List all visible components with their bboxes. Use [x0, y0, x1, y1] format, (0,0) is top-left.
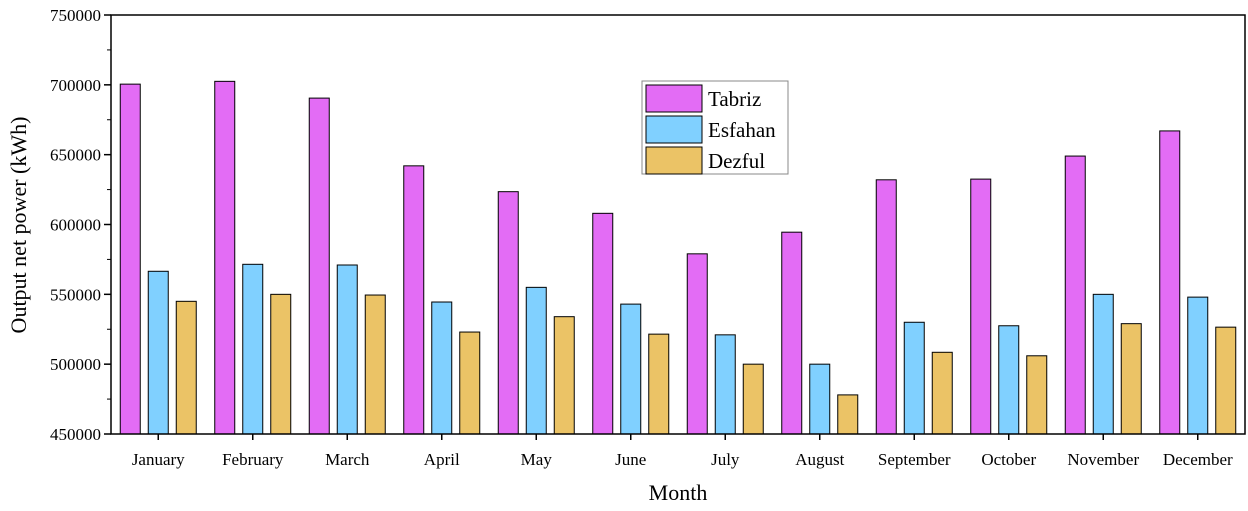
- legend-label: Esfahan: [708, 118, 776, 142]
- bar: [781, 231, 803, 435]
- bar: [970, 178, 992, 435]
- bar: [497, 191, 519, 435]
- bar: [648, 333, 670, 435]
- bar: [1215, 326, 1237, 435]
- bar: [592, 212, 614, 435]
- bar: [1159, 130, 1181, 435]
- y-tick-label: 650000: [50, 146, 101, 165]
- x-tick-label: April: [424, 450, 460, 469]
- x-axis-title: Month: [649, 480, 708, 505]
- bar: [270, 293, 292, 435]
- x-tick-label: December: [1163, 450, 1233, 469]
- bar: [903, 321, 925, 435]
- bar: [336, 264, 358, 435]
- x-tick-label: January: [132, 450, 185, 469]
- bar: [1064, 155, 1086, 435]
- bar: [403, 165, 425, 435]
- bar: [1120, 323, 1142, 435]
- legend-swatch: [645, 115, 703, 144]
- bar: [620, 303, 642, 435]
- x-tick-label: August: [795, 450, 844, 469]
- bar: [175, 300, 197, 435]
- bar: [875, 179, 897, 435]
- x-tick-label: May: [521, 450, 553, 469]
- y-axis-title: Output net power (kWh): [6, 117, 31, 334]
- legend-swatch: [645, 84, 703, 113]
- bar: [1026, 355, 1048, 435]
- y-tick-label: 600000: [50, 216, 101, 235]
- bar: [1187, 296, 1209, 435]
- bar: [214, 80, 236, 435]
- x-tick-label: February: [222, 450, 284, 469]
- bar: [364, 294, 386, 435]
- bar: [1092, 293, 1114, 435]
- bar: [742, 363, 764, 435]
- bar: [837, 394, 859, 435]
- bar: [147, 270, 169, 435]
- y-tick-label: 450000: [50, 425, 101, 444]
- x-tick-label: October: [981, 450, 1036, 469]
- x-tick-label: June: [615, 450, 646, 469]
- y-tick-label: 550000: [50, 285, 101, 304]
- bar: [553, 316, 575, 435]
- bar: [525, 286, 547, 435]
- x-tick-label: March: [325, 450, 370, 469]
- bar: [242, 263, 264, 435]
- plot-frame: [110, 14, 1246, 435]
- legend-swatch: [645, 146, 703, 175]
- y-tick-label: 750000: [50, 6, 101, 25]
- bar: [431, 301, 453, 435]
- bar: [686, 253, 708, 435]
- x-tick-label: November: [1067, 450, 1139, 469]
- bar: [459, 331, 481, 435]
- bar: [931, 351, 953, 435]
- x-tick-label: July: [711, 450, 740, 469]
- y-tick-label: 500000: [50, 355, 101, 374]
- bar: [714, 334, 736, 435]
- y-tick-label: 700000: [50, 76, 101, 95]
- bar: [809, 363, 831, 435]
- bar: [308, 97, 330, 435]
- legend-label: Dezful: [708, 149, 765, 173]
- x-tick-label: September: [878, 450, 951, 469]
- bar: [119, 83, 141, 435]
- bar: [998, 325, 1020, 435]
- legend-label: Tabriz: [708, 87, 761, 111]
